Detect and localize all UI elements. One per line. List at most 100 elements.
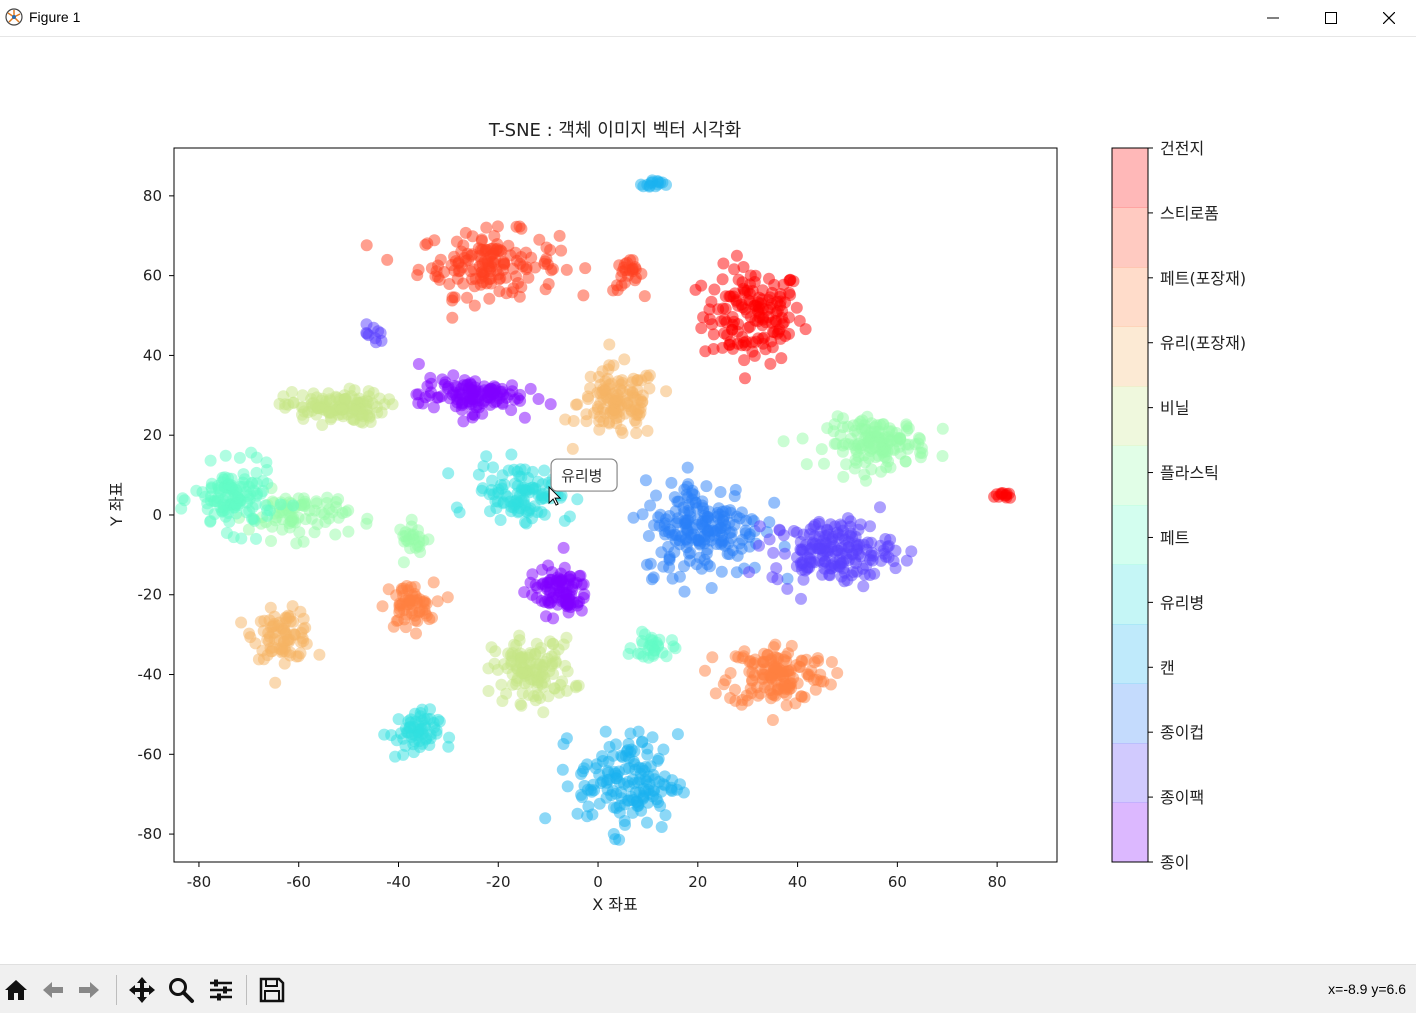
scatter-point xyxy=(657,560,670,573)
scatter-point xyxy=(578,762,590,775)
scatter-point xyxy=(526,481,539,494)
scatter-point xyxy=(581,783,594,796)
scatter-point xyxy=(426,611,438,624)
scatter-point xyxy=(707,343,720,355)
scatter-point xyxy=(665,476,678,489)
scatter-point xyxy=(601,783,614,796)
scatter-point xyxy=(618,353,631,366)
y-tick-label: 20 xyxy=(143,426,162,444)
figure-canvas[interactable]: -80 -60 -40 -20 0 20 40 60 80 -80 -60 -40 -20 0 20 40 6… xyxy=(0,37,1416,963)
matplotlib-icon[interactable] xyxy=(4,7,24,27)
scatter-point xyxy=(850,544,863,557)
scatter-point xyxy=(263,504,276,517)
scatter-point xyxy=(581,390,594,403)
scatter-point xyxy=(882,455,895,468)
scatter-point xyxy=(482,685,495,697)
toolbar-separator xyxy=(116,975,117,1005)
scatter-point xyxy=(571,807,584,820)
scatter-point xyxy=(448,250,461,263)
scatter-point xyxy=(849,553,862,566)
scatter-point xyxy=(495,678,508,691)
scatter-point xyxy=(641,424,654,437)
colorbar-label: 캔 xyxy=(1160,658,1175,677)
scatter-point xyxy=(766,286,779,299)
scatter-point xyxy=(683,554,696,567)
scatter-point xyxy=(729,483,742,496)
scatter-point xyxy=(706,651,719,664)
scatter-point xyxy=(336,402,349,415)
scatter-point xyxy=(265,535,277,547)
scatter-point xyxy=(536,563,549,576)
scatter-point xyxy=(370,336,382,349)
scatter-point xyxy=(809,683,822,696)
scatter-point xyxy=(243,627,256,640)
scatter-point xyxy=(299,621,312,634)
scatter-point xyxy=(697,502,710,515)
minimize-button[interactable] xyxy=(1244,0,1302,36)
scatter-point xyxy=(508,498,521,511)
scatter-point xyxy=(242,523,255,536)
scatter-point xyxy=(531,676,544,689)
scatter-point xyxy=(607,801,620,814)
y-axis: -80 -60 -40 -20 0 20 40 60 80 xyxy=(138,187,174,843)
scatter-point xyxy=(609,833,622,846)
scatter-point xyxy=(567,415,580,427)
scatter-point xyxy=(848,439,861,452)
scatter-chart[interactable]: -80 -60 -40 -20 0 20 40 60 80 -80 -60 -40 -20 0 20 40 6… xyxy=(0,37,1416,963)
maximize-button[interactable] xyxy=(1302,0,1360,36)
scatter-point xyxy=(266,520,279,533)
scatter-point xyxy=(329,528,342,541)
home-button[interactable] xyxy=(0,973,32,1007)
back-button[interactable] xyxy=(37,973,69,1007)
scatter-point xyxy=(480,450,493,463)
scatter-point xyxy=(349,393,362,406)
scatter-point xyxy=(632,725,645,738)
scatter-point xyxy=(723,526,736,539)
scatter-point xyxy=(298,500,311,513)
scatter-point xyxy=(557,541,570,554)
scatter-point xyxy=(701,511,714,523)
scatter-point xyxy=(594,410,607,423)
x-tick-label: 0 xyxy=(593,873,603,891)
zoom-button[interactable] xyxy=(165,973,197,1007)
scatter-point xyxy=(293,526,306,539)
scatter-point xyxy=(724,692,737,704)
scatter-point xyxy=(781,582,794,595)
scatter-point xyxy=(730,249,743,262)
scatter-point xyxy=(383,393,396,406)
tooltip-text: 유리병 xyxy=(561,467,602,485)
scatter-point xyxy=(360,318,373,331)
scatter-point xyxy=(627,755,640,768)
scatter-point xyxy=(412,524,424,537)
scatter-point xyxy=(616,374,629,387)
scatter-point xyxy=(261,464,273,476)
save-button[interactable] xyxy=(256,973,288,1007)
scatter-point xyxy=(313,648,326,661)
close-button[interactable] xyxy=(1360,0,1416,36)
scatter-point xyxy=(637,650,650,663)
scatter-point xyxy=(599,725,612,738)
scatter-point xyxy=(496,482,508,495)
pan-button[interactable] xyxy=(126,973,158,1007)
scatter-point xyxy=(500,287,513,300)
configure-subplots-button[interactable] xyxy=(205,973,237,1007)
forward-button[interactable] xyxy=(73,973,105,1007)
scatter-point xyxy=(842,512,854,525)
scatter-point xyxy=(703,313,716,326)
scatter-point xyxy=(539,283,552,296)
scatter-point xyxy=(536,491,549,504)
x-tick-label: 20 xyxy=(688,873,707,891)
scatter-point xyxy=(427,401,440,414)
scatter-point xyxy=(631,384,644,396)
scatter-point xyxy=(748,349,761,362)
scatter-point xyxy=(522,271,535,284)
scatter-point xyxy=(515,222,528,235)
scatter-point xyxy=(740,335,753,348)
scatter-point xyxy=(756,284,769,297)
scatter-point xyxy=(323,406,336,418)
scatter-points xyxy=(175,174,1017,846)
scatter-point xyxy=(668,491,681,504)
scatter-point xyxy=(751,304,764,317)
scatter-point xyxy=(546,263,559,275)
scatter-point xyxy=(757,313,769,326)
